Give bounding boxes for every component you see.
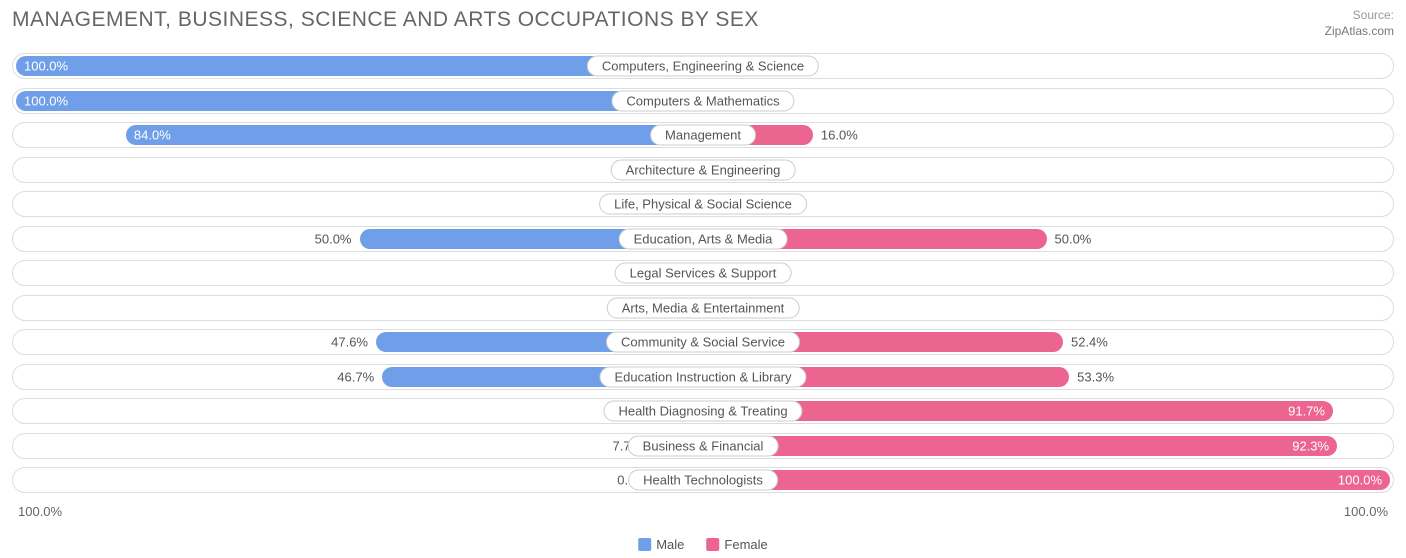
category-label: Legal Services & Support [615,263,792,284]
male-swatch-icon [638,538,651,551]
category-label: Computers & Mathematics [611,90,794,111]
axis-right-label: 100.0% [1344,504,1388,519]
female-value-label: 52.4% [1071,335,1108,350]
chart-title: MANAGEMENT, BUSINESS, SCIENCE AND ARTS O… [12,8,759,32]
male-value-label: 47.6% [331,335,368,350]
chart-row: 100.0%0.0%Computers, Engineering & Scien… [12,53,1394,79]
male-value-label: 50.0% [315,231,352,246]
category-label: Education Instruction & Library [599,366,806,387]
chart-row: 7.7%92.3%Business & Financial [12,433,1394,459]
legend: Male Female [638,537,768,552]
chart-row: 46.7% 53.3% Education Instruction & Librar… [12,364,1394,390]
header: MANAGEMENT, BUSINESS, SCIENCE AND ARTS O… [12,8,1394,39]
chart-row: 8.3%91.7%Health Diagnosing & Treating [12,398,1394,424]
chart-area: 100.0%0.0%Computers, Engineering & Scien… [12,53,1394,493]
female-value-label: 92.3% [1292,438,1329,453]
category-label: Health Technologists [628,470,778,491]
female-value-label: 91.7% [1288,404,1325,419]
female-swatch-icon [706,538,719,551]
female-value-label: 53.3% [1077,369,1114,384]
category-label: Business & Financial [628,435,779,456]
category-label: Arts, Media & Entertainment [607,297,800,318]
category-label: Computers, Engineering & Science [587,56,819,77]
chart-row: 84.0% 16.0% Management [12,122,1394,148]
female-bar [703,470,1390,490]
chart-row: 47.6% 52.4% Community & Social Service [12,329,1394,355]
male-value-label: 46.7% [337,369,374,384]
chart-row: 0.0%0.0%Architecture & Engineering [12,157,1394,183]
axis-left-label: 100.0% [18,504,62,519]
category-label: Health Diagnosing & Treating [603,401,802,422]
female-value-label: 16.0% [821,128,858,143]
legend-male-label: Male [656,537,684,552]
chart-row: 0.0%0.0%Life, Physical & Social Science [12,191,1394,217]
legend-female-label: Female [724,537,767,552]
chart-row: 50.0% 50.0% Education, Arts & Media [12,226,1394,252]
source-attribution: Source: ZipAtlas.com [1325,8,1394,39]
male-bar [16,91,703,111]
chart-row: 0.0%0.0%Legal Services & Support [12,260,1394,286]
category-label: Community & Social Service [606,332,800,353]
male-value-label: 84.0% [134,128,171,143]
category-label: Education, Arts & Media [619,228,788,249]
female-value-label: 100.0% [1338,473,1382,488]
source-site: ZipAtlas.com [1325,24,1394,38]
legend-item-male: Male [638,537,684,552]
male-value-label: 100.0% [24,59,68,74]
female-value-label: 50.0% [1055,231,1092,246]
category-label: Management [650,125,756,146]
legend-item-female: Female [706,537,767,552]
female-bar [703,436,1337,456]
chart-container: MANAGEMENT, BUSINESS, SCIENCE AND ARTS O… [0,0,1406,558]
source-label: Source: [1353,8,1394,22]
category-label: Life, Physical & Social Science [599,194,807,215]
category-label: Architecture & Engineering [611,159,796,180]
x-axis: 100.0% 100.0% [12,502,1394,519]
chart-row: 0.0%100.0%Health Technologists [12,467,1394,493]
male-bar [126,125,703,145]
chart-row: 100.0%0.0%Computers & Mathematics [12,88,1394,114]
chart-row: 0.0%0.0%Arts, Media & Entertainment [12,295,1394,321]
male-value-label: 100.0% [24,93,68,108]
